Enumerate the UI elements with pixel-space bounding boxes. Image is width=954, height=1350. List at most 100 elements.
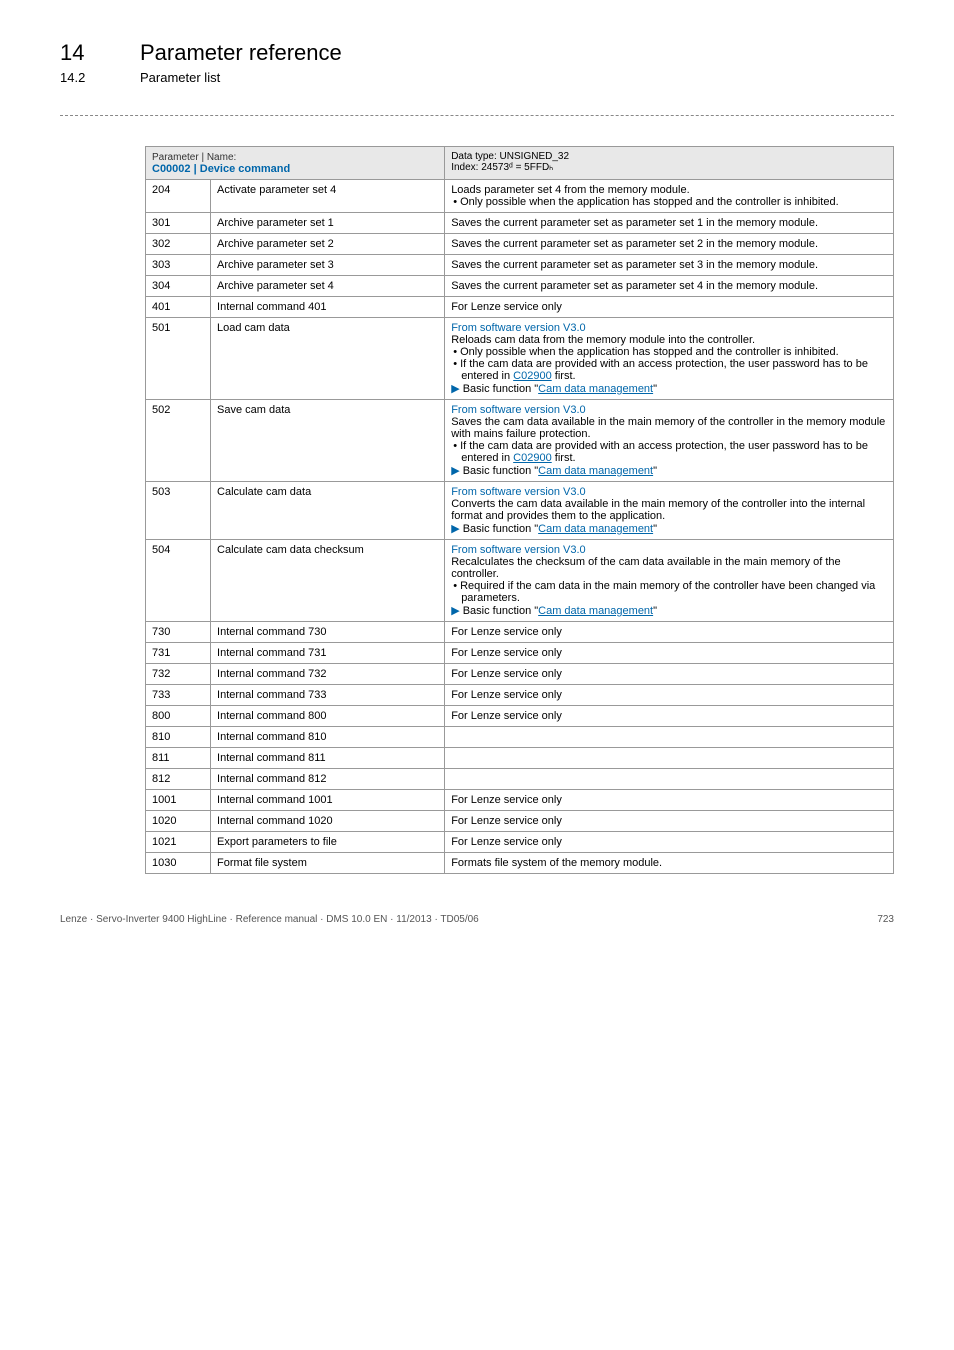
desc-text: Formats file system of the memory module… (451, 857, 887, 869)
table-row: 502Save cam dataFrom software version V3… (146, 400, 894, 482)
row-name: Internal command 731 (211, 643, 445, 664)
row-code: 800 (146, 706, 211, 727)
row-name: Archive parameter set 4 (211, 276, 445, 297)
row-name: Archive parameter set 1 (211, 213, 445, 234)
table-row: 730Internal command 730 For Lenze service… (146, 622, 894, 643)
desc-bullet: Required if the cam data in the main mem… (451, 580, 887, 604)
basic-function-link: ▶ Basic function "Cam data management" (451, 604, 887, 617)
table-row: 731Internal command 731 For Lenze service… (146, 643, 894, 664)
row-code: 304 (146, 276, 211, 297)
link-c02900[interactable]: C02900 (513, 452, 552, 464)
row-name: Internal command 1020 (211, 811, 445, 832)
row-name: Archive parameter set 2 (211, 234, 445, 255)
basic-function-link: ▶ Basic function "Cam data management" (451, 382, 887, 395)
table-row: 301Archive parameter set 1Saves the curr… (146, 213, 894, 234)
desc-bullet: If the cam data are provided with an acc… (451, 440, 887, 464)
row-name: Calculate cam data (211, 482, 445, 540)
row-code: 730 (146, 622, 211, 643)
row-description: From software version V3.0Saves the cam … (445, 400, 894, 482)
row-description (445, 769, 894, 790)
table-row: 501Load cam dataFrom software version V3… (146, 318, 894, 400)
row-code: 204 (146, 180, 211, 213)
desc-text: Saves the current parameter set as param… (451, 259, 887, 271)
row-description: Saves the current parameter set as param… (445, 255, 894, 276)
desc-text: For Lenze service only (451, 668, 887, 680)
table-body: 204Activate parameter set 4 Loads paramet… (146, 180, 894, 874)
desc-bullets: If the cam data are provided with an acc… (451, 440, 887, 464)
table-row: 733Internal command 733For Lenze service… (146, 685, 894, 706)
desc-text: For Lenze service only (451, 301, 887, 313)
page-header: 14Parameter reference 14.2Parameter list (60, 40, 894, 85)
row-name: Activate parameter set 4 (211, 180, 445, 213)
table-row: 204Activate parameter set 4 Loads paramet… (146, 180, 894, 213)
row-code: 811 (146, 748, 211, 769)
row-code: 733 (146, 685, 211, 706)
table-row: 800Internal command 800For Lenze service… (146, 706, 894, 727)
table-row: 1001Internal command 1001For Lenze servi… (146, 790, 894, 811)
table-row: 1021Export parameters to file For Lenze s… (146, 832, 894, 853)
row-name: Format file system (211, 853, 445, 874)
page-footer: Lenze · Servo-Inverter 9400 HighLine · R… (60, 914, 894, 925)
desc-text: For Lenze service only (451, 626, 887, 638)
footer-page-number: 723 (877, 914, 894, 925)
version-note: From software version V3.0 (451, 544, 887, 556)
row-description: Loads parameter set 4 from the memory mo… (445, 180, 894, 213)
chapter-title-text: Parameter reference (140, 40, 342, 65)
row-code: 503 (146, 482, 211, 540)
row-name: Save cam data (211, 400, 445, 482)
row-name: Load cam data (211, 318, 445, 400)
table-row: 303Archive parameter set 3Saves the curr… (146, 255, 894, 276)
row-description: From software version V3.0Reloads cam da… (445, 318, 894, 400)
desc-bullet: Only possible when the application has s… (451, 346, 887, 358)
desc-text: For Lenze service only (451, 647, 887, 659)
version-note: From software version V3.0 (451, 486, 887, 498)
row-description: For Lenze service only (445, 706, 894, 727)
link-cam-data[interactable]: Cam data management (538, 523, 653, 535)
divider (60, 115, 894, 116)
param-code: C00002 | Device command (152, 163, 290, 175)
desc-text: For Lenze service only (451, 794, 887, 806)
row-name: Internal command 811 (211, 748, 445, 769)
chapter-title: 14Parameter reference (60, 40, 894, 66)
param-label: Parameter | Name: (152, 152, 236, 163)
desc-bullets: Required if the cam data in the main mem… (451, 580, 887, 604)
table-row: 304Archive parameter set 4Saves the curr… (146, 276, 894, 297)
row-description: For Lenze service only (445, 832, 894, 853)
desc-text: For Lenze service only (451, 836, 887, 848)
row-code: 812 (146, 769, 211, 790)
row-description: Formats file system of the memory module… (445, 853, 894, 874)
row-description: For Lenze service only (445, 811, 894, 832)
table-header-row: Parameter | Name: C00002 | Device comman… (146, 147, 894, 180)
link-cam-data[interactable]: Cam data management (538, 383, 653, 395)
row-code: 303 (146, 255, 211, 276)
link-cam-data[interactable]: Cam data management (538, 605, 653, 617)
row-name: Internal command 730 (211, 622, 445, 643)
row-description (445, 748, 894, 769)
table-row: 302Archive parameter set 2 Saves the curr… (146, 234, 894, 255)
table-header-right: Data type: UNSIGNED_32 Index: 24573ᵈ = 5… (445, 147, 894, 180)
desc-bullet: If the cam data are provided with an acc… (451, 358, 887, 382)
desc-text: Saves the current parameter set as param… (451, 238, 887, 250)
row-code: 731 (146, 643, 211, 664)
link-c02900[interactable]: C02900 (513, 370, 552, 382)
row-description: Saves the current parameter set as param… (445, 213, 894, 234)
desc-text: Loads parameter set 4 from the memory mo… (451, 184, 887, 196)
row-name: Export parameters to file (211, 832, 445, 853)
row-code: 1020 (146, 811, 211, 832)
row-name: Calculate cam data checksum (211, 540, 445, 622)
row-code: 401 (146, 297, 211, 318)
index-value: Index: 24573ᵈ = 5FFDₕ (451, 162, 553, 173)
table-row: 504Calculate cam data checksumFrom softw… (146, 540, 894, 622)
row-description: From software version V3.0Converts the c… (445, 482, 894, 540)
link-cam-data[interactable]: Cam data management (538, 465, 653, 477)
subchapter-title-text: Parameter list (140, 70, 220, 85)
row-description: Saves the current parameter set as param… (445, 276, 894, 297)
desc-text: Reloads cam data from the memory module … (451, 334, 887, 346)
desc-text: For Lenze service only (451, 815, 887, 827)
row-code: 502 (146, 400, 211, 482)
desc-bullet: Only possible when the application has s… (451, 196, 887, 208)
row-name: Internal command 810 (211, 727, 445, 748)
row-code: 1021 (146, 832, 211, 853)
desc-text: For Lenze service only (451, 710, 887, 722)
row-code: 302 (146, 234, 211, 255)
